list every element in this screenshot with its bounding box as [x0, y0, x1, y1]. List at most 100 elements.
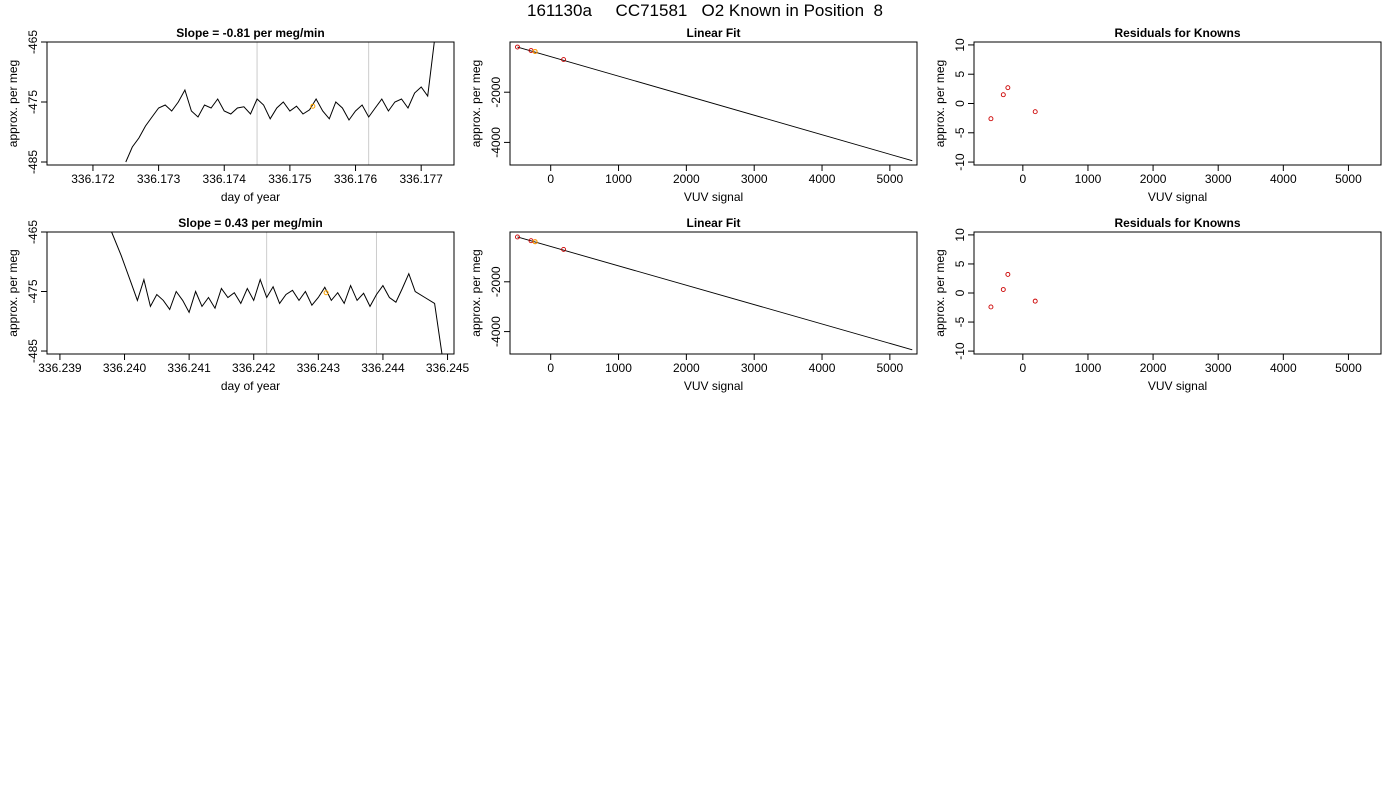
- y-tick-label: -485: [26, 150, 40, 174]
- x-tick-label: 336.241: [167, 361, 211, 375]
- x-tick-label: 336.242: [232, 361, 276, 375]
- x-tick-label: 336.239: [38, 361, 82, 375]
- y-tick-label: -465: [26, 30, 40, 54]
- x-axis-label: day of year: [221, 190, 280, 204]
- y-tick-label: 0: [953, 289, 967, 296]
- x-tick-label: 336.175: [268, 172, 312, 186]
- panel-row2-residuals: Residuals for Knowns 0 1000 2000 3000 4000 500…: [933, 216, 1382, 393]
- x-tick-label: 336.174: [203, 172, 247, 186]
- plot-frame: [973, 231, 1382, 355]
- y-axis-label: approx. per meg: [6, 60, 20, 147]
- x-axis-label: day of year: [221, 379, 280, 393]
- y-tick-label: -5: [953, 316, 967, 327]
- y-axis-label: approx. per meg: [933, 249, 947, 336]
- x-tick-label: 3000: [741, 361, 768, 375]
- panel-title: Residuals for Knowns: [1114, 26, 1240, 40]
- panel-row2-trace: Slope = 0.43 per meg/min 336.239 336.240 33…: [6, 216, 470, 393]
- plot-frame: [46, 41, 455, 166]
- x-tick-label: 1000: [605, 361, 632, 375]
- y-tick-label: 5: [953, 260, 967, 267]
- trace-line: [111, 232, 443, 354]
- x-axis-label: VUV signal: [1148, 379, 1207, 393]
- x-tick-label: 1000: [605, 172, 632, 186]
- data-point: [561, 246, 567, 252]
- plot-frame: [46, 231, 455, 355]
- data-point: [988, 304, 994, 310]
- data-point: [988, 116, 994, 122]
- y-tick-label: -2000: [489, 266, 503, 297]
- x-tick-label: 336.177: [399, 172, 443, 186]
- x-tick-label: 1000: [1075, 172, 1102, 186]
- x-tick-label: 3000: [741, 172, 768, 186]
- y-tick-label: -475: [26, 279, 40, 303]
- x-tick-label: 336.173: [137, 172, 181, 186]
- y-tick-label: 10: [953, 38, 967, 52]
- x-axis-label: VUV signal: [1148, 190, 1207, 204]
- data-point: [561, 57, 567, 63]
- fit-line: [517, 46, 913, 162]
- x-tick-label: 336.240: [103, 361, 147, 375]
- x-tick-label: 3000: [1205, 361, 1232, 375]
- x-tick-label: 336.176: [334, 172, 378, 186]
- x-tick-label: 5000: [877, 361, 904, 375]
- x-tick-label: 4000: [809, 172, 836, 186]
- x-tick-label: 0: [1019, 172, 1026, 186]
- x-tick-label: 5000: [877, 172, 904, 186]
- highlight-point: [323, 290, 329, 296]
- x-tick-label: 1000: [1075, 361, 1102, 375]
- panel-title: Residuals for Knowns: [1114, 216, 1240, 230]
- y-axis-label: approx. per meg: [6, 249, 20, 336]
- trace-line: [125, 42, 435, 163]
- figure-title: 161130a CC71581 O2 Known in Position 8: [527, 1, 883, 20]
- x-tick-label: 0: [1019, 361, 1026, 375]
- y-axis-label: approx. per meg: [469, 60, 483, 147]
- x-tick-label: 2000: [1140, 172, 1167, 186]
- data-point: [1000, 92, 1006, 98]
- x-tick-label: 4000: [1270, 172, 1297, 186]
- y-tick-label: -4000: [489, 127, 503, 158]
- plot-frame: [509, 41, 918, 166]
- x-tick-label: 4000: [1270, 361, 1297, 375]
- data-point: [1005, 271, 1011, 277]
- fit-line: [517, 236, 913, 351]
- x-tick-label: 336.244: [361, 361, 405, 375]
- y-axis-label: approx. per meg: [469, 249, 483, 336]
- panel-row1-fit: Linear Fit 0 1000 2000 3000 4000 5000 -2000 -400…: [469, 26, 918, 204]
- panel-row1-residuals: Residuals for Knowns 0 1000 2000 3000 4000 500…: [933, 26, 1382, 204]
- x-tick-label: 336.245: [426, 361, 470, 375]
- data-point: [1000, 287, 1006, 292]
- highlight-point: [532, 49, 538, 55]
- x-tick-label: 0: [547, 172, 554, 186]
- x-tick-label: 5000: [1335, 172, 1362, 186]
- y-tick-label: -10: [953, 153, 967, 171]
- x-tick-label: 336.172: [71, 172, 115, 186]
- y-tick-label: -10: [953, 342, 967, 360]
- data-point: [1032, 298, 1038, 304]
- data-point: [515, 44, 520, 50]
- y-tick-label: -5: [953, 127, 967, 138]
- y-tick-label: -475: [26, 90, 40, 114]
- y-tick-label: 10: [953, 228, 967, 242]
- x-tick-label: 2000: [673, 361, 700, 375]
- y-tick-label: 5: [953, 71, 967, 78]
- panel-title: Linear Fit: [686, 26, 740, 40]
- data-point: [1032, 109, 1038, 115]
- panel-title: Slope = 0.43 per meg/min: [178, 216, 322, 230]
- x-tick-label: 3000: [1205, 172, 1232, 186]
- x-axis-label: VUV signal: [684, 190, 743, 204]
- plot-frame: [509, 231, 918, 355]
- x-tick-label: 4000: [809, 361, 836, 375]
- highlight-point: [532, 239, 538, 245]
- panel-row2-fit: Linear Fit 0 1000 2000 3000 4000 5000 -2000 -400…: [469, 216, 918, 393]
- y-tick-label: -4000: [489, 316, 503, 347]
- panel-title: Linear Fit: [686, 216, 740, 230]
- data-point: [1005, 85, 1011, 91]
- data-point: [515, 234, 520, 240]
- plot-frame: [973, 41, 1382, 166]
- x-tick-label: 336.243: [297, 361, 341, 375]
- x-tick-label: 0: [547, 361, 554, 375]
- panel-title: Slope = -0.81 per meg/min: [176, 26, 324, 40]
- x-tick-label: 5000: [1335, 361, 1362, 375]
- y-tick-label: -465: [26, 220, 40, 244]
